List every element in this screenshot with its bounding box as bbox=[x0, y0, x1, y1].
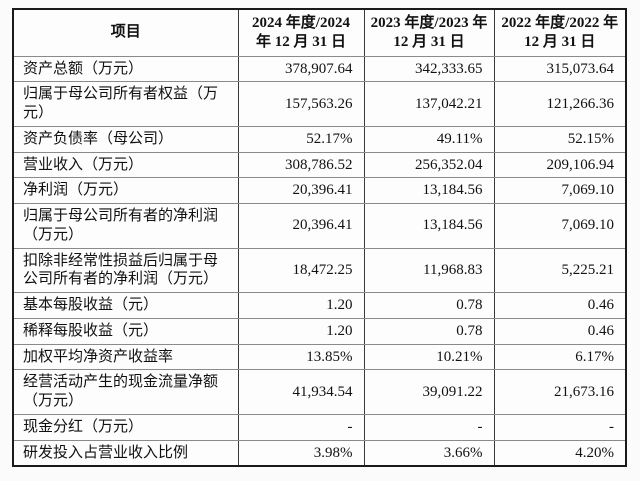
row-value: 209,106.94 bbox=[493, 151, 627, 179]
row-label: 归属于母公司所有者权益（万元） bbox=[12, 81, 239, 127]
header-2023-line2: 12 月 31 日 bbox=[393, 33, 465, 50]
row-value: 157,563.26 bbox=[237, 81, 365, 127]
row-value: 3.66% bbox=[363, 439, 495, 467]
table-row: 净利润（万元） 20,396.41 13,184.56 7,069.10 bbox=[12, 177, 627, 204]
table-row: 研发投入占营业收入比例 3.98% 3.66% 4.20% bbox=[12, 439, 627, 467]
table-row: 扣除非经常性损益后归属于母公司所有者的净利润（万元） 18,472.25 11,… bbox=[12, 247, 627, 293]
row-value: 52.15% bbox=[493, 125, 627, 153]
row-value: 52.17% bbox=[237, 125, 365, 153]
table-row: 资产负债率（母公司） 52.17% 49.11% 52.15% bbox=[12, 125, 627, 153]
row-label: 稀释每股收益（元） bbox=[12, 317, 239, 345]
row-label: 基本每股收益（元） bbox=[12, 292, 239, 319]
row-value: 1.20 bbox=[237, 292, 365, 319]
row-value: 0.78 bbox=[363, 317, 495, 345]
row-label: 资产总额（万元） bbox=[12, 55, 239, 83]
header-2023: 2023 年度/2023 年 12 月 31 日 bbox=[363, 8, 495, 57]
row-label: 加权平均净资产收益率 bbox=[12, 343, 239, 371]
table-row: 营业收入（万元） 308,786.52 256,352.04 209,106.9… bbox=[12, 151, 627, 179]
row-value: 18,472.25 bbox=[237, 247, 365, 293]
row-value: 39,091.22 bbox=[363, 369, 495, 415]
row-label: 资产负债率（母公司） bbox=[12, 125, 239, 153]
row-value: 49.11% bbox=[363, 125, 495, 153]
row-value: - bbox=[363, 413, 495, 441]
row-value: 342,333.65 bbox=[363, 55, 495, 83]
row-value: 121,266.36 bbox=[493, 81, 627, 127]
header-2022-line2: 12 月 31 日 bbox=[524, 33, 596, 50]
header-2022: 2022 年度/2022 年 12 月 31 日 bbox=[493, 8, 627, 57]
table-row: 基本每股收益（元） 1.20 0.78 0.46 bbox=[12, 292, 627, 319]
table-header-row: 项目 2024 年度/2024 年 12 月 31 日 2023 年度/2023… bbox=[12, 8, 627, 57]
row-label: 现金分红（万元） bbox=[12, 413, 239, 441]
row-value: 4.20% bbox=[493, 439, 627, 467]
row-value: 6.17% bbox=[493, 343, 627, 371]
row-value: 137,042.21 bbox=[363, 81, 495, 127]
table-row: 归属于母公司所有者权益（万元） 157,563.26 137,042.21 12… bbox=[12, 81, 627, 127]
row-label: 研发投入占营业收入比例 bbox=[12, 439, 239, 467]
row-value: 11,968.83 bbox=[363, 247, 495, 293]
header-item: 项目 bbox=[12, 8, 239, 57]
row-value: 0.78 bbox=[363, 292, 495, 319]
header-2024-line1: 2024 年度/2024 bbox=[252, 15, 350, 31]
row-value: 0.46 bbox=[493, 292, 627, 319]
row-label: 营业收入（万元） bbox=[12, 151, 239, 179]
row-value: 5,225.21 bbox=[493, 247, 627, 293]
row-value: - bbox=[237, 413, 365, 441]
header-2023-line1: 2023 年度/2023 年 bbox=[370, 15, 488, 31]
header-2024: 2024 年度/2024 年 12 月 31 日 bbox=[237, 8, 365, 57]
row-value: 0.46 bbox=[493, 317, 627, 345]
row-label: 净利润（万元） bbox=[12, 177, 239, 204]
row-value: 315,073.64 bbox=[493, 55, 627, 83]
row-value: 21,673.16 bbox=[493, 369, 627, 415]
table-row: 归属于母公司所有者的净利润（万元） 20,396.41 13,184.56 7,… bbox=[12, 203, 627, 249]
row-value: 41,934.54 bbox=[237, 369, 365, 415]
header-2022-line1: 2022 年度/2022 年 bbox=[501, 15, 619, 31]
row-value: 256,352.04 bbox=[363, 151, 495, 179]
table-row: 资产总额（万元） 378,907.64 342,333.65 315,073.6… bbox=[12, 55, 627, 83]
row-value: 3.98% bbox=[237, 439, 365, 467]
row-value: 7,069.10 bbox=[493, 177, 627, 204]
table-row: 加权平均净资产收益率 13.85% 10.21% 6.17% bbox=[12, 343, 627, 371]
row-value: 13,184.56 bbox=[363, 203, 495, 249]
row-value: 1.20 bbox=[237, 317, 365, 345]
financial-summary-table: 项目 2024 年度/2024 年 12 月 31 日 2023 年度/2023… bbox=[12, 8, 627, 468]
table-row: 现金分红（万元） - - - bbox=[12, 413, 627, 441]
row-value: 13.85% bbox=[237, 343, 365, 371]
table-row: 经营活动产生的现金流量净额（万元） 41,934.54 39,091.22 21… bbox=[12, 369, 627, 415]
row-value: 20,396.41 bbox=[237, 203, 365, 249]
header-item-label: 项目 bbox=[110, 24, 141, 41]
row-value: 308,786.52 bbox=[237, 151, 365, 179]
row-label: 经营活动产生的现金流量净额（万元） bbox=[12, 369, 239, 415]
row-value: 7,069.10 bbox=[493, 203, 627, 249]
row-value: 13,184.56 bbox=[363, 177, 495, 204]
row-value: 20,396.41 bbox=[237, 177, 365, 204]
row-value: 378,907.64 bbox=[237, 55, 365, 83]
row-value: 10.21% bbox=[363, 343, 495, 371]
row-label: 归属于母公司所有者的净利润（万元） bbox=[12, 203, 239, 249]
row-label: 扣除非经常性损益后归属于母公司所有者的净利润（万元） bbox=[12, 247, 239, 293]
table-row: 稀释每股收益（元） 1.20 0.78 0.46 bbox=[12, 317, 627, 345]
row-value: - bbox=[493, 413, 627, 441]
header-2024-line2: 年 12 月 31 日 bbox=[255, 33, 346, 50]
